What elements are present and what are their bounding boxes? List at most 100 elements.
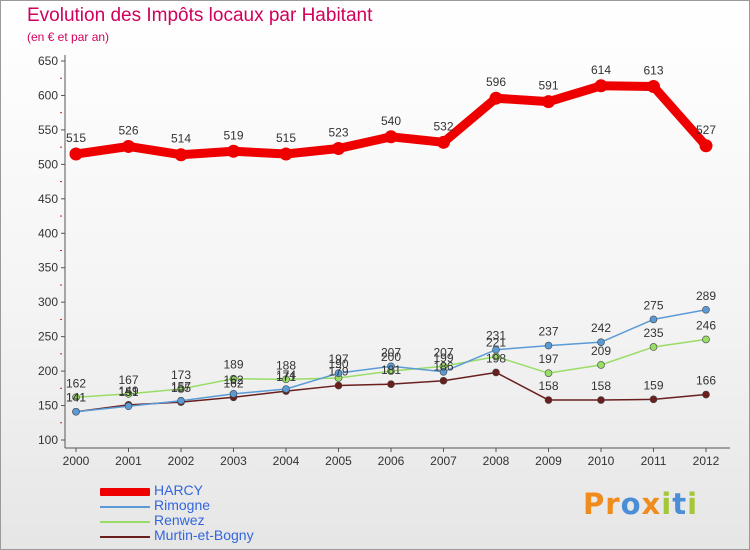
data-point-harcy bbox=[122, 139, 135, 153]
data-point-rimogne bbox=[702, 305, 710, 314]
data-point-rimogne bbox=[439, 367, 448, 376]
data-point-murtin-et-bogny bbox=[387, 380, 395, 388]
legend-item-rimogne: Rimogne bbox=[100, 497, 300, 514]
proxiti-logo: Proxiti bbox=[583, 487, 698, 521]
data-label-rimogne: 141 bbox=[66, 391, 86, 405]
legend-swatch-renwez bbox=[100, 521, 150, 523]
data-point-harcy bbox=[647, 79, 660, 93]
legend-item-murtin-et-bogny: Murtin-et-Bogny bbox=[100, 527, 300, 544]
data-label-harcy: 515 bbox=[66, 131, 86, 145]
y-tick-label-450: 450 bbox=[38, 192, 58, 206]
data-point-renwez bbox=[649, 343, 658, 351]
legend-label-renwez: Renwez bbox=[154, 512, 205, 528]
data-label-renwez: 235 bbox=[643, 326, 663, 340]
data-label-murtin-et-bogny: 186 bbox=[433, 360, 453, 374]
data-point-murtin-et-bogny bbox=[439, 376, 448, 385]
data-point-murtin-et-bogny bbox=[334, 381, 343, 390]
data-point-harcy bbox=[174, 148, 188, 162]
legend-label-rimogne: Rimogne bbox=[154, 497, 211, 513]
data-label-harcy: 614 bbox=[591, 63, 611, 77]
data-label-rimogne: 174 bbox=[276, 368, 296, 382]
data-label-renwez: 162 bbox=[66, 376, 86, 390]
data-point-rimogne bbox=[229, 390, 238, 398]
data-point-rimogne bbox=[387, 362, 395, 371]
x-tick-label-2007: 2007 bbox=[430, 454, 457, 468]
logo-letter: P bbox=[583, 487, 606, 521]
data-label-harcy: 596 bbox=[486, 75, 506, 89]
data-point-harcy bbox=[542, 95, 555, 109]
legend-swatch-murtin-et-bogny bbox=[100, 536, 150, 538]
logo-letter: o bbox=[620, 487, 642, 521]
y-tick-label-300: 300 bbox=[38, 295, 58, 309]
y-tick-label-150: 150 bbox=[38, 399, 58, 413]
x-tick-label-2002: 2002 bbox=[168, 454, 195, 468]
data-label-murtin-et-bogny: 159 bbox=[643, 378, 663, 392]
x-tick-label-2004: 2004 bbox=[273, 454, 300, 468]
data-label-murtin-et-bogny: 198 bbox=[486, 351, 506, 365]
y-tick-label-250: 250 bbox=[38, 330, 58, 344]
data-point-harcy bbox=[227, 144, 240, 158]
data-label-harcy: 519 bbox=[223, 128, 243, 142]
data-label-renwez: 188 bbox=[276, 358, 296, 372]
data-point-murtin-et-bogny bbox=[544, 396, 553, 404]
data-label-harcy: 540 bbox=[381, 114, 401, 128]
data-label-rimogne: 151 bbox=[118, 385, 138, 399]
data-point-renwez bbox=[124, 390, 133, 398]
legend: HARCY Rimogne Renwez Murtin-et-Bogny bbox=[100, 482, 300, 544]
data-label-rimogne: 207 bbox=[381, 345, 401, 359]
data-label-murtin-et-bogny: 162 bbox=[223, 376, 243, 390]
x-tick-label-2006: 2006 bbox=[378, 454, 405, 468]
data-label-rimogne: 231 bbox=[486, 329, 506, 343]
data-label-renwez: 197 bbox=[538, 352, 558, 366]
data-point-rimogne bbox=[177, 396, 185, 405]
legend-item-harcy: HARCY bbox=[100, 482, 300, 499]
legend-swatch-rimogne bbox=[100, 506, 150, 508]
legend-label-murtin-et-bogny: Murtin-et-Bogny bbox=[154, 527, 254, 543]
data-label-renwez: 167 bbox=[118, 373, 138, 387]
data-label-rimogne: 275 bbox=[643, 298, 663, 312]
data-label-renwez: 207 bbox=[433, 345, 453, 359]
x-tick-label-2009: 2009 bbox=[535, 454, 562, 468]
data-point-harcy bbox=[384, 130, 398, 144]
data-point-murtin-et-bogny bbox=[702, 390, 710, 399]
x-tick-label-2000: 2000 bbox=[63, 454, 90, 468]
data-point-rimogne bbox=[334, 369, 343, 377]
data-point-renwez bbox=[72, 393, 80, 402]
x-tick-label-2010: 2010 bbox=[588, 454, 615, 468]
data-label-rimogne: 162 bbox=[223, 373, 243, 387]
data-label-harcy: 532 bbox=[433, 119, 453, 133]
x-tick-label-2008: 2008 bbox=[483, 454, 510, 468]
y-tick-label-650: 650 bbox=[38, 54, 58, 68]
data-label-murtin-et-bogny: 179 bbox=[328, 365, 348, 379]
data-label-rimogne: 197 bbox=[328, 352, 348, 366]
y-tick-label-100: 100 bbox=[38, 433, 58, 447]
data-label-rimogne: 157 bbox=[171, 380, 191, 394]
data-point-renwez bbox=[544, 369, 553, 377]
data-point-harcy bbox=[437, 135, 450, 149]
data-label-renwez: 190 bbox=[328, 357, 348, 371]
x-tick-label-2001: 2001 bbox=[115, 454, 142, 468]
data-label-harcy: 523 bbox=[328, 126, 348, 140]
data-label-harcy: 514 bbox=[171, 132, 191, 146]
data-point-renwez bbox=[702, 335, 710, 344]
y-tick-label-500: 500 bbox=[38, 157, 58, 171]
data-label-renwez: 221 bbox=[486, 336, 506, 350]
data-point-rimogne bbox=[597, 338, 605, 346]
x-tick-label-2012: 2012 bbox=[693, 454, 720, 468]
data-point-harcy bbox=[594, 79, 608, 93]
data-point-murtin-et-bogny bbox=[492, 368, 500, 377]
data-point-renwez bbox=[177, 385, 185, 393]
x-tick-label-2003: 2003 bbox=[220, 454, 247, 468]
data-label-murtin-et-bogny: 181 bbox=[381, 363, 401, 377]
data-point-rimogne bbox=[124, 402, 133, 411]
data-point-murtin-et-bogny bbox=[597, 396, 605, 404]
data-label-rimogne: 199 bbox=[433, 351, 453, 365]
legend-label-harcy: HARCY bbox=[154, 482, 204, 498]
y-tick-label-350: 350 bbox=[38, 261, 58, 275]
data-label-rimogne: 237 bbox=[538, 325, 558, 339]
data-label-rimogne: 242 bbox=[591, 321, 611, 335]
data-point-rimogne bbox=[544, 341, 553, 350]
data-label-renwez: 200 bbox=[381, 350, 401, 364]
data-label-harcy: 527 bbox=[696, 123, 716, 137]
